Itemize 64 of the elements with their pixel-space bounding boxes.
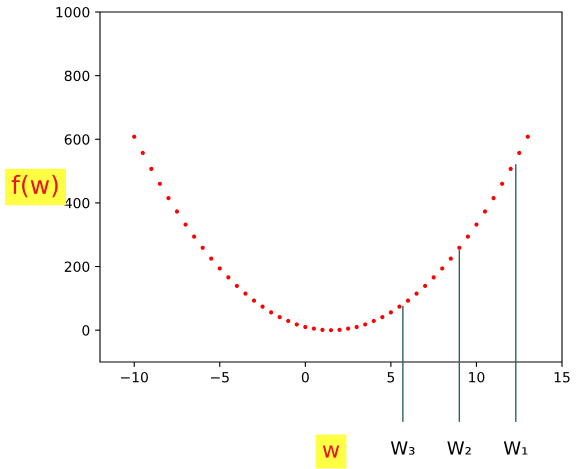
point xyxy=(457,246,462,250)
point xyxy=(234,284,239,288)
point xyxy=(482,209,488,214)
point xyxy=(226,275,230,280)
point xyxy=(508,166,513,171)
point xyxy=(166,196,171,200)
x-axis-title: w xyxy=(322,445,340,458)
x-tick-label: −10 xyxy=(121,372,148,382)
point xyxy=(526,134,530,139)
point xyxy=(174,209,180,214)
point xyxy=(200,246,205,250)
point xyxy=(406,298,410,303)
point xyxy=(209,256,214,261)
point xyxy=(423,284,428,288)
x-tick-label: 10 xyxy=(469,372,484,382)
point xyxy=(132,134,136,139)
point xyxy=(380,315,384,320)
point xyxy=(432,275,436,280)
point xyxy=(328,328,334,332)
point xyxy=(218,266,222,271)
point xyxy=(474,222,479,227)
point xyxy=(294,322,299,327)
point xyxy=(183,222,188,227)
point xyxy=(397,304,402,309)
point xyxy=(140,150,145,156)
point xyxy=(466,234,470,239)
x-tick-label: 15 xyxy=(554,372,570,382)
y-axis-title: f(w) xyxy=(12,174,58,198)
point xyxy=(354,324,359,330)
point xyxy=(243,292,248,296)
point xyxy=(260,304,265,309)
point xyxy=(337,328,342,332)
point xyxy=(303,324,308,330)
point xyxy=(448,256,453,261)
point xyxy=(269,310,274,314)
y-tick-label: 200 xyxy=(64,262,90,272)
point xyxy=(149,166,154,171)
annotation: W₂ xyxy=(447,441,471,455)
point xyxy=(517,150,522,156)
point xyxy=(414,292,419,296)
point xyxy=(192,234,196,239)
point xyxy=(440,266,444,271)
point xyxy=(278,315,282,320)
point xyxy=(388,310,393,314)
y-tick-label: 600 xyxy=(64,134,90,145)
point xyxy=(286,318,290,324)
y-tick-label: 0 xyxy=(82,325,90,336)
point xyxy=(320,328,325,332)
point xyxy=(312,326,316,331)
y-tick-label: 800 xyxy=(64,70,90,82)
annotation: W₁ xyxy=(504,441,528,455)
x-tick-label: −5 xyxy=(211,372,229,382)
x-tick-label: 0 xyxy=(302,372,309,382)
y-tick-label: 1000 xyxy=(56,6,90,18)
point xyxy=(346,326,350,331)
point xyxy=(500,182,504,186)
annotation: W₃ xyxy=(390,441,414,455)
point xyxy=(491,196,496,200)
point xyxy=(363,322,368,327)
point xyxy=(252,298,256,303)
x-tick-label: 5 xyxy=(388,372,394,382)
point xyxy=(158,182,162,186)
y-tick-label: 400 xyxy=(64,198,90,208)
point xyxy=(372,318,376,324)
